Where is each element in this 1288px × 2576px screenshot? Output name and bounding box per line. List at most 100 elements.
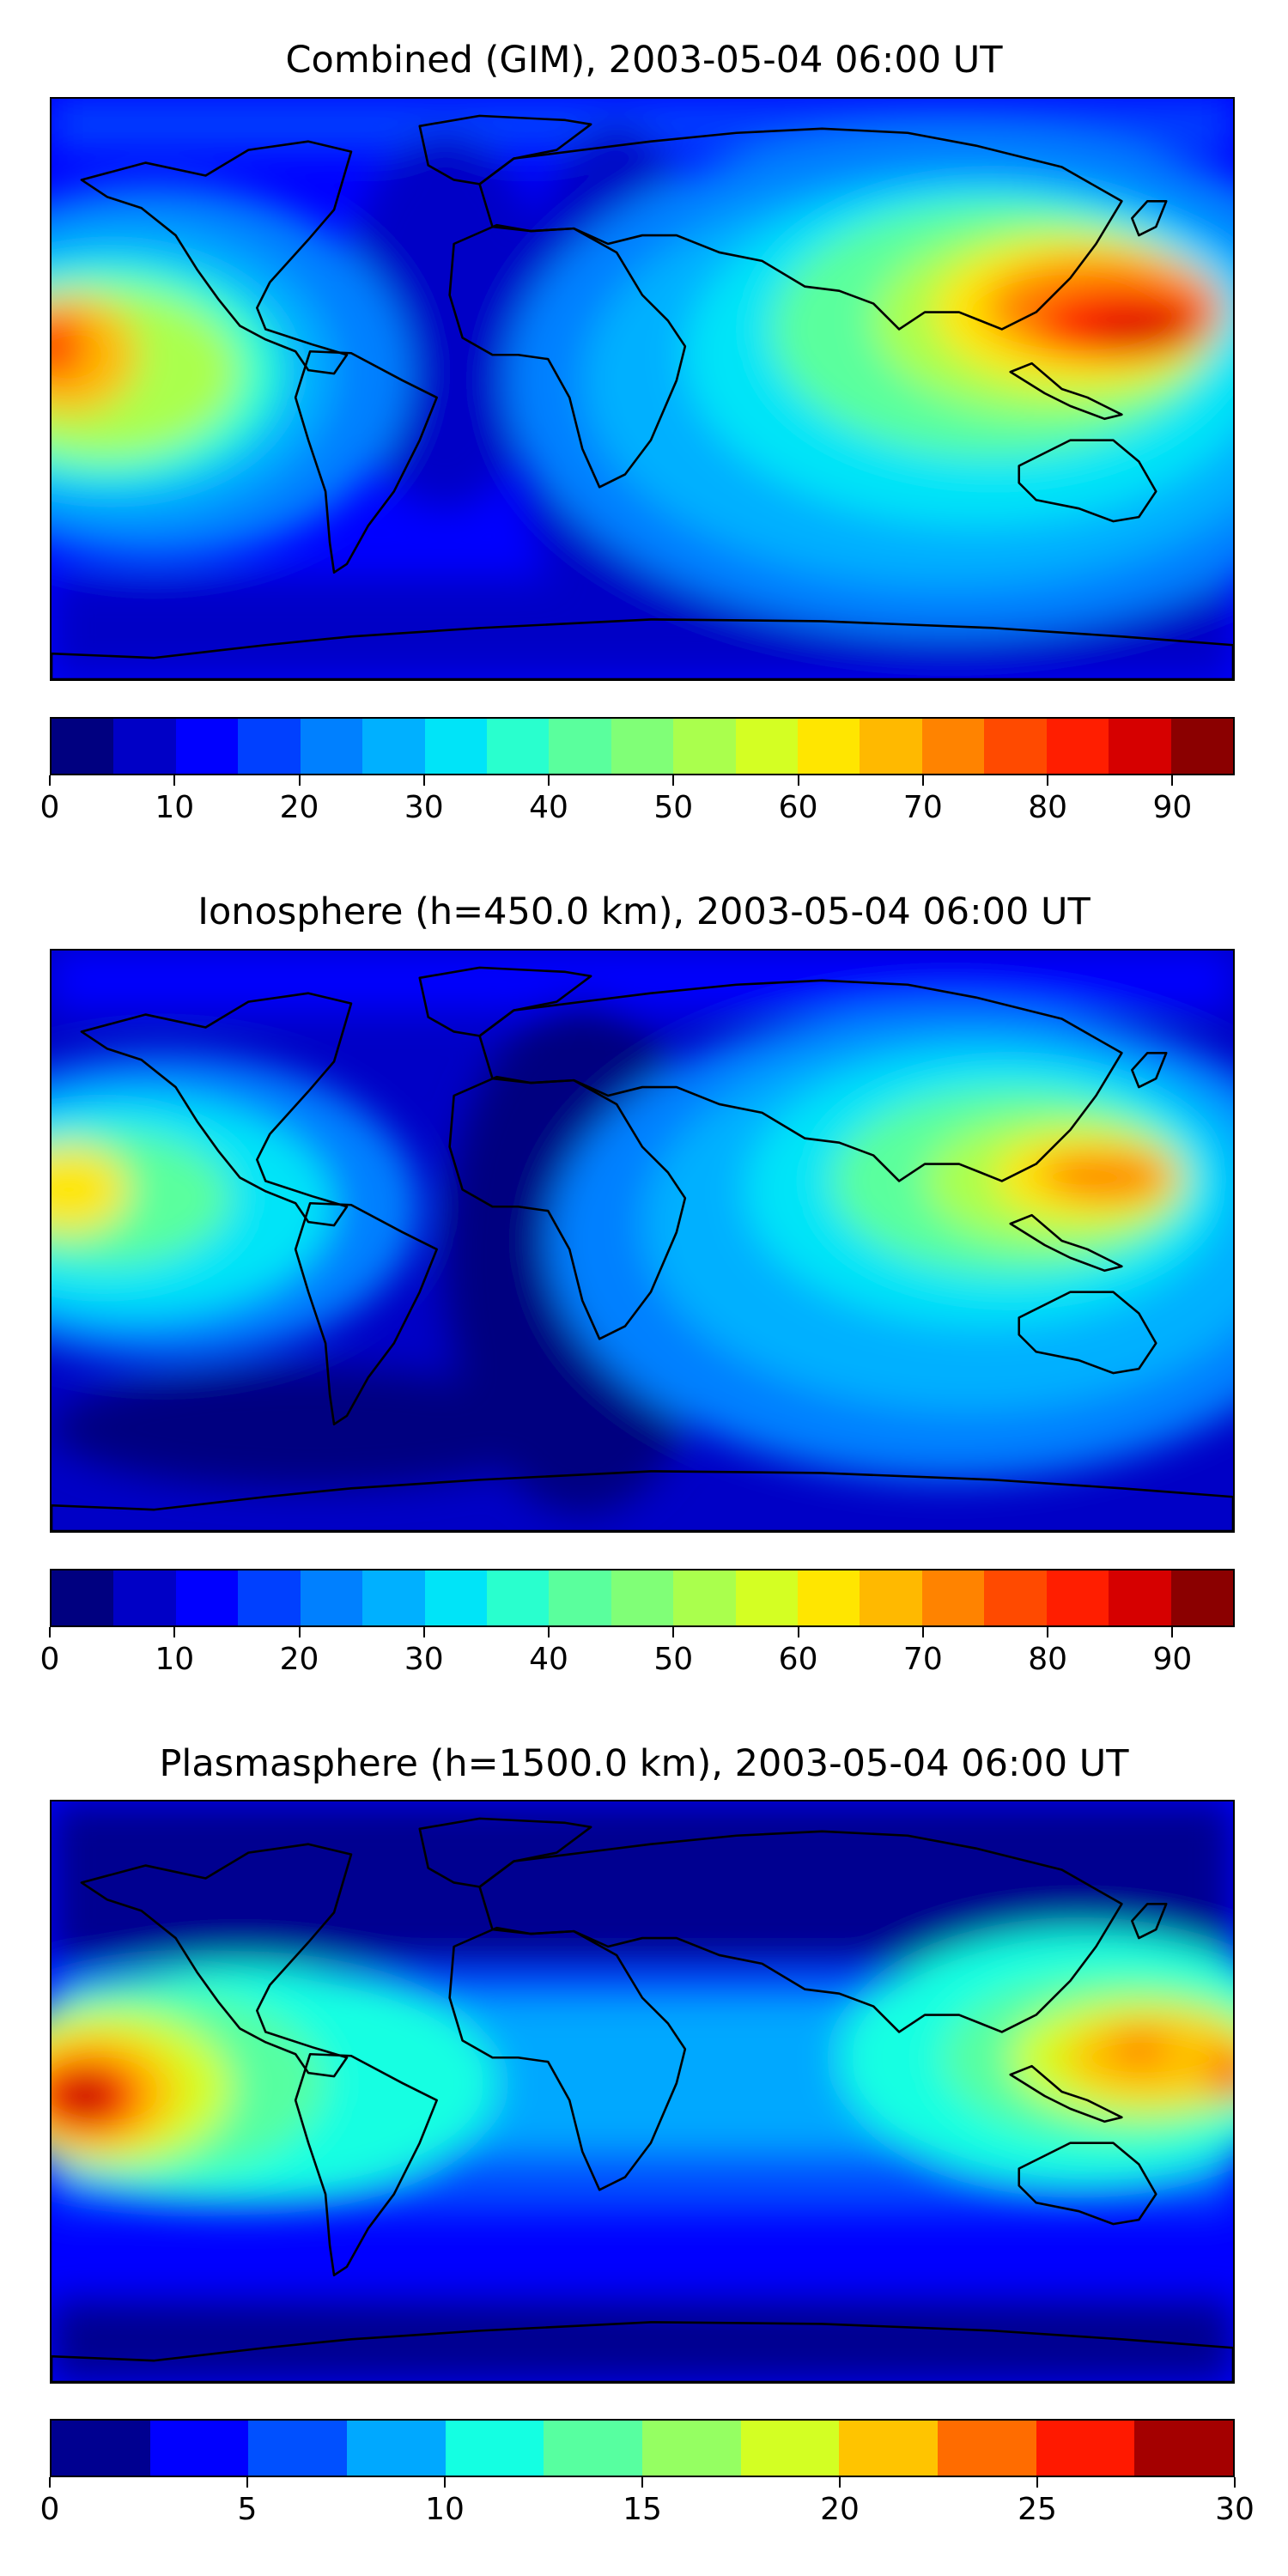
colorbar-tick-mark xyxy=(672,1627,675,1637)
colorbar-segment xyxy=(175,1571,239,1625)
colorbar-tick-mark xyxy=(839,2477,841,2488)
colorbar-tick-label: 10 xyxy=(155,1642,195,1677)
colorbar-segment xyxy=(549,719,611,774)
colorbar-tick-label: 30 xyxy=(404,790,444,825)
colorbar-tick-label: 80 xyxy=(1028,790,1067,825)
map-ionosphere xyxy=(50,949,1235,1533)
colorbar-segment xyxy=(735,1571,799,1625)
colorbar-tick-label: 10 xyxy=(155,790,195,825)
colorbar-segment xyxy=(549,1571,611,1625)
colorbar-segment xyxy=(740,2421,840,2476)
colorbar-segment xyxy=(735,719,799,774)
colorbar-segment xyxy=(938,2421,1036,2476)
colorbar-segment xyxy=(1134,2421,1234,2476)
colorbar-segment xyxy=(673,1571,736,1625)
colorbar-segment xyxy=(52,2421,150,2476)
colorbar-segment xyxy=(839,2421,939,2476)
colorbar-tick-label: 90 xyxy=(1152,1642,1193,1677)
colorbar-segment xyxy=(1046,719,1109,774)
colorbar-tick-mark xyxy=(672,775,675,786)
colorbar-tick-label: 80 xyxy=(1028,1642,1067,1677)
colorbar-tick-mark xyxy=(173,775,176,786)
colorbar-segment xyxy=(486,1571,550,1625)
colorbar-segment xyxy=(113,719,176,774)
colorbar-tick-label: 30 xyxy=(404,1642,444,1677)
tec-field xyxy=(52,99,1233,679)
colorbar-tick-label: 40 xyxy=(529,790,568,825)
colorbar-segment xyxy=(52,719,114,774)
colorbar-segment xyxy=(1109,719,1171,774)
colorbar-tick-mark xyxy=(797,775,799,786)
colorbar-ticks-plasmasphere: 0 5 10 15 20 25 30 xyxy=(40,2477,1255,2529)
colorbar-tick-mark xyxy=(246,2477,248,2488)
colorbar-tick-label: 70 xyxy=(902,790,943,825)
colorbar-segment xyxy=(544,2421,643,2476)
colorbar-tick-mark xyxy=(49,1627,51,1637)
colorbar-segment xyxy=(1046,1571,1109,1625)
map-plasmasphere xyxy=(50,1800,1235,2384)
colorbar-tick-mark xyxy=(173,1627,176,1637)
colorbar-tick-mark xyxy=(422,775,425,786)
colorbar-segment xyxy=(424,719,487,774)
colorbar-segment xyxy=(611,719,674,774)
colorbar-tick-mark xyxy=(49,2477,51,2488)
colorbar-segment xyxy=(248,2421,348,2476)
colorbar-segment xyxy=(113,1571,176,1625)
colorbar-segment xyxy=(1109,1571,1171,1625)
colorbar-segment xyxy=(362,1571,425,1625)
colorbar-segment xyxy=(860,719,922,774)
colorbar-tick-mark xyxy=(49,775,51,786)
colorbar-segment xyxy=(984,1571,1047,1625)
colorbar-segment xyxy=(486,719,550,774)
colorbar-segment xyxy=(984,719,1047,774)
colorbar-tick-mark xyxy=(1047,775,1049,786)
colorbar-tick-label: 20 xyxy=(279,790,319,825)
colorbar-segment xyxy=(921,719,985,774)
colorbar-segment xyxy=(1036,2421,1135,2476)
map-combined xyxy=(50,97,1235,681)
colorbar-tick-label: 90 xyxy=(1152,790,1193,825)
colorbar-segment xyxy=(921,1571,985,1625)
colorbar-tick-mark xyxy=(797,1627,799,1637)
colorbar-segment xyxy=(300,1571,363,1625)
colorbar-ticks-combined: 0 10 20 30 40 50 60 70 80 90 xyxy=(40,775,1235,827)
colorbar-segment xyxy=(362,719,425,774)
colorbar-segment xyxy=(860,1571,922,1625)
colorbar-segment xyxy=(798,1571,860,1625)
colorbar-segment xyxy=(1170,719,1234,774)
colorbar-segment xyxy=(611,1571,674,1625)
colorbar-segment xyxy=(300,719,363,774)
colorbar-segment xyxy=(238,1571,301,1625)
colorbar-tick-mark xyxy=(921,775,924,786)
colorbar-ticks-ionosphere: 0 10 20 30 40 50 60 70 80 90 xyxy=(40,1627,1235,1679)
colorbar-tick-mark xyxy=(1036,2477,1038,2488)
colorbar-segment xyxy=(424,1571,487,1625)
colorbar-tick-mark xyxy=(1047,1627,1049,1637)
colorbar-tick-label: 25 xyxy=(1018,2492,1057,2527)
colorbar-segment xyxy=(445,2421,544,2476)
colorbar-tick-label: 0 xyxy=(39,2492,60,2527)
colorbar-tick-label: 40 xyxy=(529,1642,568,1677)
colorbar-tick-mark xyxy=(641,2477,643,2488)
colorbar-tick-mark xyxy=(1171,775,1174,786)
colorbar-tick-mark xyxy=(298,1627,301,1637)
colorbar-combined xyxy=(50,717,1235,775)
colorbar-tick-mark xyxy=(422,1627,425,1637)
colorbar-ionosphere xyxy=(50,1569,1235,1627)
colorbar-segment xyxy=(149,2421,249,2476)
coastlines xyxy=(52,966,1233,1531)
colorbar-tick-label: 70 xyxy=(902,1642,943,1677)
colorbar-tick-label: 15 xyxy=(623,2492,662,2527)
colorbar-tick-label: 50 xyxy=(653,790,694,825)
coastlines xyxy=(52,1817,1233,2382)
colorbar-segment xyxy=(175,719,239,774)
colorbar-segment xyxy=(52,1571,114,1625)
colorbar-tick-label: 30 xyxy=(1215,2492,1255,2527)
colorbar-tick-label: 0 xyxy=(39,790,60,825)
colorbar-tick-label: 0 xyxy=(39,1642,60,1677)
panel-title-combined: Combined (GIM), 2003-05-04 06:00 UT xyxy=(285,39,1003,82)
colorbar-tick-mark xyxy=(444,2477,446,2488)
colorbar-segment xyxy=(1170,1571,1234,1625)
panel-title-ionosphere: Ionosphere (h=450.0 km), 2003-05-04 06:0… xyxy=(197,890,1091,933)
colorbar-segment xyxy=(798,719,860,774)
